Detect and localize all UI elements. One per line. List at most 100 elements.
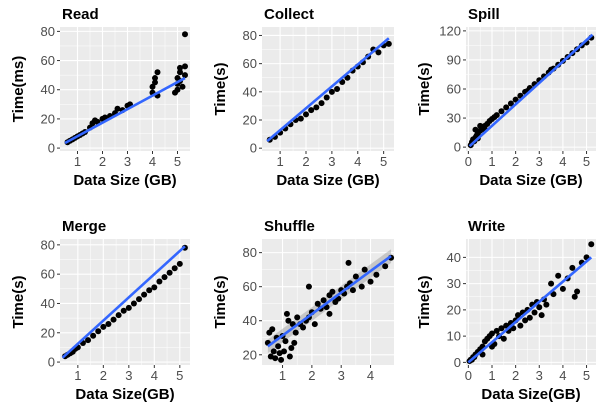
data-point (500, 335, 507, 342)
data-point (283, 310, 290, 317)
data-point (177, 64, 183, 71)
data-point (314, 300, 321, 307)
data-point (300, 324, 307, 331)
panel-write: 0 1 2 3 4 5 0 10 20 30 40 Write Data Size(GB) Time(s) (416, 218, 596, 403)
data-point (305, 283, 312, 290)
data-point (171, 265, 178, 272)
data-point (385, 40, 392, 47)
y-tick-label: 20 (243, 113, 257, 128)
data-point (512, 96, 519, 103)
data-point (152, 75, 158, 82)
x-tick-label: 4 (354, 154, 361, 169)
data-point (517, 322, 524, 329)
data-point (177, 69, 183, 76)
x-axis-label: Data Size(GB) (75, 386, 174, 403)
data-point (294, 314, 301, 321)
x-tick-label: 1 (488, 368, 495, 383)
data-point (507, 100, 514, 107)
panel-spill: 0 1 2 3 4 5 0 30 60 90 120 Spill Data Size (GB) Time(… (416, 6, 596, 189)
data-point (286, 353, 293, 360)
data-point (114, 105, 121, 112)
data-point (115, 312, 122, 319)
data-point (375, 49, 382, 56)
x-tick-label: 4 (559, 368, 566, 383)
y-tick-label: 90 (447, 52, 461, 67)
data-point (125, 304, 132, 311)
x-tick-label: 5 (174, 154, 181, 169)
data-point (326, 310, 333, 317)
trend-line (64, 76, 186, 145)
data-point (574, 288, 581, 295)
data-point (361, 266, 368, 273)
x-tick-label: 5 (380, 154, 387, 169)
x-tick-label: 5 (176, 368, 183, 383)
data-point (95, 328, 102, 335)
data-point (498, 325, 505, 332)
data-point (308, 107, 315, 114)
x-axis-label: Data Size(GB) (481, 386, 580, 403)
data-point (345, 259, 352, 266)
data-point (291, 339, 298, 346)
data-point (100, 323, 107, 330)
panel-read: 1 2 3 4 5 0 20 40 60 80 Read Data Size (GB) Time(ms) (10, 6, 190, 189)
data-point (182, 31, 188, 38)
data-point (269, 326, 276, 333)
y-tick-label: 0 (454, 140, 461, 155)
data-point (522, 317, 529, 324)
data-point (90, 332, 97, 339)
data-point (329, 288, 336, 295)
y-tick-label: 40 (41, 296, 55, 311)
y-tick-label: 20 (41, 111, 55, 126)
y-tick-label: 20 (243, 347, 257, 362)
data-point (538, 312, 545, 319)
data-point (498, 108, 505, 115)
y-axis-label: Time(ms) (10, 56, 27, 122)
data-point (531, 309, 538, 316)
x-axis-label: Data Size (GB) (276, 172, 379, 189)
x-tick-label: 4 (149, 154, 156, 169)
data-point (548, 280, 555, 287)
x-tick-label: 5 (583, 154, 590, 169)
data-point (141, 291, 148, 298)
y-tick-label: 30 (447, 276, 461, 291)
y-tick-label: 20 (41, 325, 55, 340)
data-point (313, 104, 320, 111)
x-tick-label: 4 (367, 368, 374, 383)
x-tick-label: 1 (277, 154, 284, 169)
y-tick-label: 60 (243, 56, 257, 71)
data-point (571, 293, 578, 300)
x-tick-label: 3 (536, 154, 543, 169)
x-tick-label: 3 (536, 368, 543, 383)
data-point (172, 89, 178, 96)
data-point (503, 104, 510, 111)
data-point (136, 296, 143, 303)
data-point (382, 263, 389, 270)
y-tick-label: 60 (41, 53, 55, 68)
data-point (110, 316, 117, 323)
chart-title: Shuffle (264, 218, 315, 235)
data-point (559, 285, 566, 292)
x-tick-label: 4 (559, 154, 566, 169)
y-tick-label: 40 (243, 84, 257, 99)
x-tick-label: 2 (302, 154, 309, 169)
data-point (161, 274, 168, 281)
x-tick-label: 1 (488, 154, 495, 169)
data-point (318, 100, 325, 107)
data-point (292, 329, 299, 336)
chart-title: Read (62, 6, 99, 23)
y-tick-label: 120 (439, 23, 461, 38)
x-tick-label: 2 (99, 154, 106, 169)
y-tick-label: 60 (243, 279, 257, 294)
y-tick-label: 80 (41, 24, 55, 39)
data-point (130, 300, 137, 307)
data-point (146, 287, 153, 294)
chart-title: Spill (468, 6, 500, 23)
y-tick-label: 0 (48, 141, 55, 156)
data-point (105, 320, 112, 327)
y-tick-label: 60 (447, 82, 461, 97)
data-point (166, 269, 173, 276)
panel-shuffle: 1 2 3 4 20 40 60 80 Shuffle Time(s) (212, 218, 395, 383)
panel-collect: 1 2 3 4 5 0 20 40 60 80 Collect Data Size (GB) Time(… (212, 6, 394, 189)
data-point (156, 278, 163, 285)
